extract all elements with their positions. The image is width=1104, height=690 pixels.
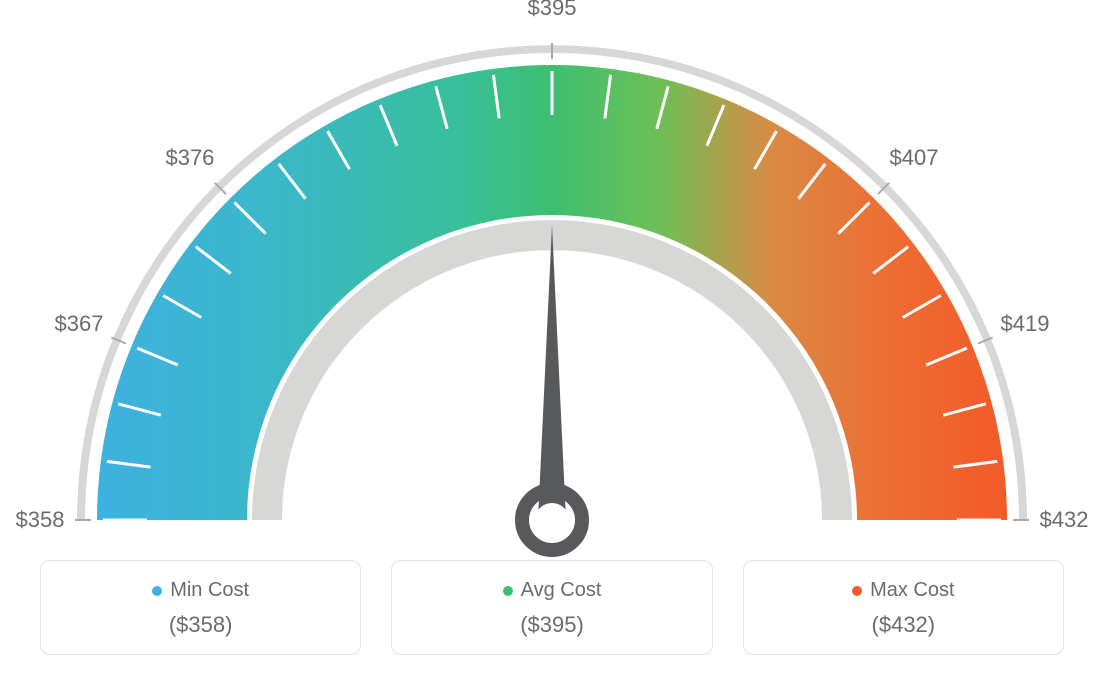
gauge-svg bbox=[0, 0, 1104, 560]
gauge-tick-label: $367 bbox=[54, 311, 103, 337]
legend-label-min: Min Cost bbox=[170, 579, 249, 602]
legend-value-avg: ($395) bbox=[402, 612, 701, 638]
dot-max-icon bbox=[852, 586, 862, 596]
legend-title-avg: Avg Cost bbox=[503, 579, 602, 602]
legend-value-min: ($358) bbox=[51, 612, 350, 638]
gauge-chart: $358 $367 $376 $395 $407 $419 $432 bbox=[0, 0, 1104, 560]
gauge-tick-label: $432 bbox=[1040, 507, 1089, 533]
legend-value-max: ($432) bbox=[754, 612, 1053, 638]
gauge-tick-label: $376 bbox=[165, 145, 214, 171]
legend-title-min: Min Cost bbox=[152, 579, 249, 602]
legend-card-avg: Avg Cost ($395) bbox=[391, 560, 712, 655]
legend-label-max: Max Cost bbox=[870, 579, 954, 602]
legend-title-max: Max Cost bbox=[852, 579, 954, 602]
legend-card-max: Max Cost ($432) bbox=[743, 560, 1064, 655]
dot-min-icon bbox=[152, 586, 162, 596]
gauge-tick-label: $395 bbox=[528, 0, 577, 21]
gauge-tick-label: $419 bbox=[1001, 311, 1050, 337]
legend-card-min: Min Cost ($358) bbox=[40, 560, 361, 655]
legend-label-avg: Avg Cost bbox=[521, 579, 602, 602]
gauge-tick-label: $358 bbox=[16, 507, 65, 533]
gauge-tick-label: $407 bbox=[890, 145, 939, 171]
dot-avg-icon bbox=[503, 586, 513, 596]
legend-row: Min Cost ($358) Avg Cost ($395) Max Cost… bbox=[0, 560, 1104, 655]
